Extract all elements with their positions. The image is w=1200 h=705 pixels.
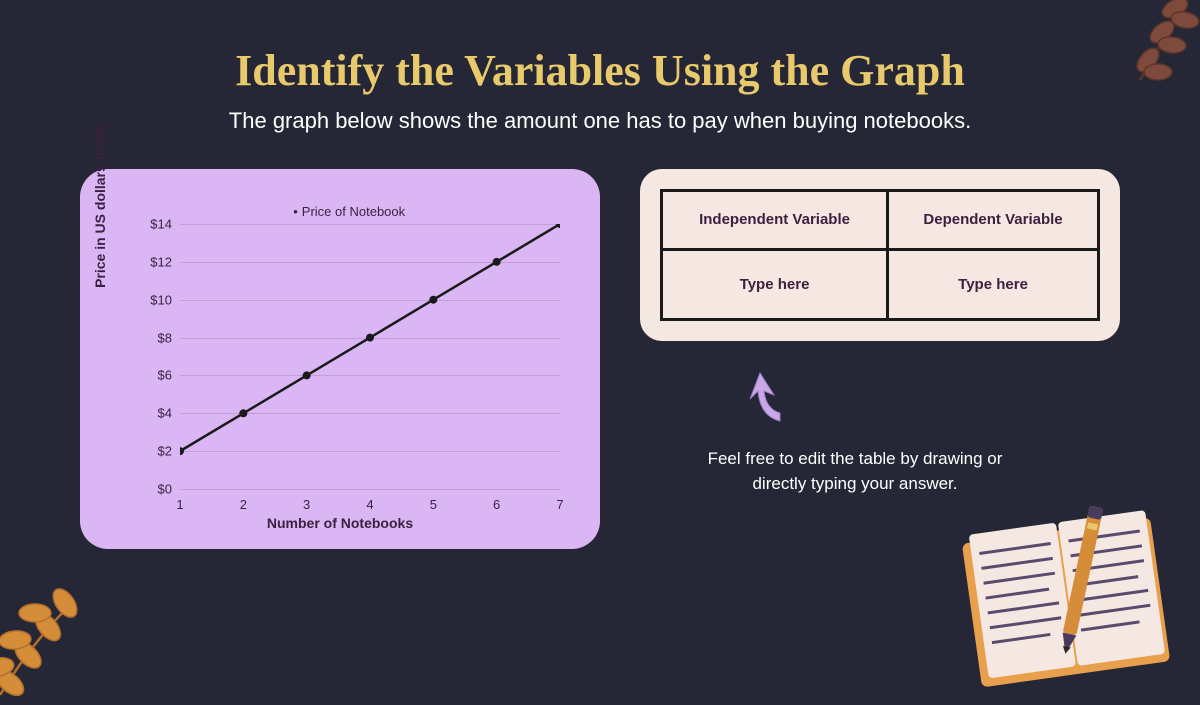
x-tick-label: 4 (366, 497, 373, 512)
page-title: Identify the Variables Using the Graph (0, 0, 1200, 96)
y-axis-label: Price in US dollars (US$) (92, 123, 108, 287)
y-tick-label: $2 (158, 444, 172, 459)
y-tick-label: $14 (150, 217, 172, 232)
chart-panel: Price of Notebook Price in US dollars (U… (80, 169, 600, 549)
table-header-dependent: Dependent Variable (888, 191, 1099, 250)
x-tick-label: 6 (493, 497, 500, 512)
x-tick-label: 3 (303, 497, 310, 512)
chart-plot-area: $0$2$4$6$8$10$12$141234567 (180, 224, 560, 489)
page-subtitle: The graph below shows the amount one has… (0, 108, 1200, 134)
instruction-text: Feel free to edit the table by drawing o… (695, 446, 1015, 497)
table-cell-independent[interactable]: Type here (662, 249, 888, 319)
y-tick-label: $10 (150, 292, 172, 307)
x-tick-label: 2 (240, 497, 247, 512)
x-tick-label: 5 (430, 497, 437, 512)
x-tick-label: 1 (176, 497, 183, 512)
y-tick-label: $4 (158, 406, 172, 421)
table-cell-dependent[interactable]: Type here (888, 249, 1099, 319)
y-tick-label: $12 (150, 254, 172, 269)
leaf-decoration-top-right (1080, 0, 1200, 130)
x-tick-label: 7 (556, 497, 563, 512)
y-tick-label: $8 (158, 330, 172, 345)
table-header-independent: Independent Variable (662, 191, 888, 250)
y-tick-label: $0 (158, 482, 172, 497)
y-tick-label: $6 (158, 368, 172, 383)
chart-legend: Price of Notebook (293, 204, 405, 219)
arrow-icon (740, 361, 1120, 436)
leaf-decoration-bottom-left (0, 545, 140, 705)
variables-table: Independent Variable Dependent Variable … (660, 189, 1100, 321)
notebook-illustration (950, 500, 1180, 690)
x-axis-label: Number of Notebooks (267, 515, 413, 531)
variables-table-panel: Independent Variable Dependent Variable … (640, 169, 1120, 341)
